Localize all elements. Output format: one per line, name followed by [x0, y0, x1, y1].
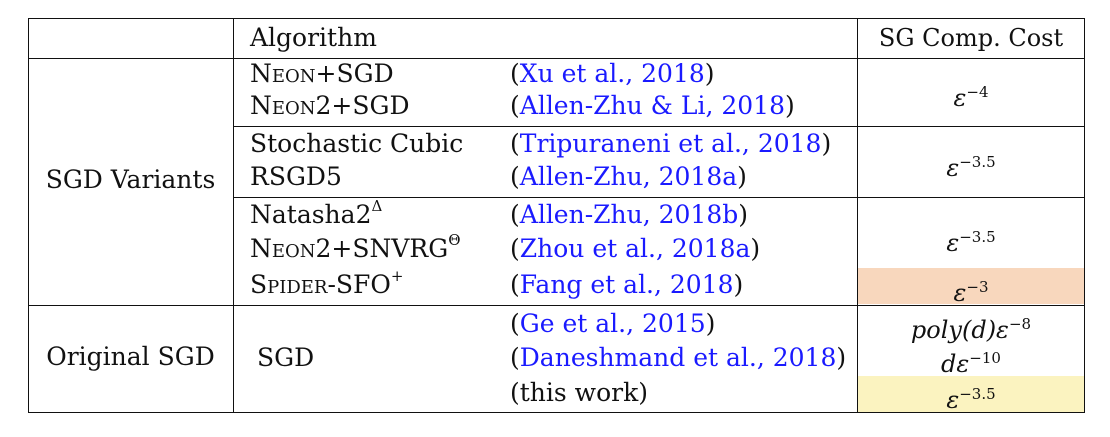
group-column-divider	[233, 18, 234, 413]
cost-column-divider	[857, 18, 858, 413]
citation-link[interactable]: Tripuraneni et al., 2018	[519, 129, 822, 158]
cost-ge: poly(d)ε−8	[910, 315, 1032, 344]
citation-link[interactable]: Daneshmand et al., 2018	[519, 343, 837, 372]
cost-this-work: ε−3.5	[946, 385, 996, 414]
highlight-this-work-cost	[857, 376, 1085, 412]
ref-fang: (Fang et al., 2018)	[510, 270, 744, 299]
cost-spider: ε−3	[953, 278, 989, 307]
citation-link[interactable]: Xu et al., 2018	[519, 59, 705, 88]
ref-allen-zhu-a: (Allen-Zhu, 2018a)	[510, 162, 747, 191]
ref-daneshmand: (Daneshmand et al., 2018)	[510, 343, 847, 372]
header-separator	[28, 58, 1085, 59]
alg-stochastic-cubic: Stochastic Cubic	[250, 129, 464, 158]
ref-allen-zhu-li: (Allen-Zhu & Li, 2018)	[510, 91, 795, 120]
alg-neon-sgd: Neon+SGD	[250, 59, 394, 88]
group-separator	[28, 305, 1085, 306]
alg-neon2-sgd: Neon2+SGD	[250, 91, 410, 120]
cost-daneshmand: dε−10	[941, 349, 1001, 378]
ref-xu: (Xu et al., 2018)	[510, 59, 715, 88]
group-sgd-variants: SGD Variants	[45, 165, 216, 194]
alg-spider-sfo: Spider-SFO+	[250, 267, 404, 299]
ref-ge: (Ge et al., 2015)	[510, 309, 716, 338]
highlight-spider-cost	[857, 268, 1085, 304]
cost-neon: ε−4	[953, 83, 989, 112]
cost-natasha: ε−3.5	[946, 228, 996, 257]
header-cost: SG Comp. Cost	[878, 24, 1064, 52]
table-bottom-border	[28, 412, 1085, 413]
table-top-border	[28, 18, 1085, 19]
alg-natasha2: Natasha2Δ	[250, 197, 383, 229]
alg-rsgd5: RSGD5	[250, 162, 342, 191]
comparison-table: Algorithm SG Comp. Cost SGD Variants Ori…	[28, 18, 1085, 414]
left-border	[28, 18, 29, 413]
alg-sgd: SGD	[257, 343, 315, 372]
citation-link[interactable]: Fang et al., 2018	[519, 270, 734, 299]
citation-link[interactable]: Ge et al., 2015	[519, 309, 706, 338]
citation-link[interactable]: Allen-Zhu, 2018b	[519, 200, 739, 229]
ref-tripuraneni: (Tripuraneni et al., 2018)	[510, 129, 832, 158]
alg-neon2-snvrg: Neon2+SNVRGΘ	[250, 231, 461, 263]
ref-zhou: (Zhou et al., 2018a)	[510, 234, 761, 263]
citation-link[interactable]: Zhou et al., 2018a	[519, 234, 751, 263]
row-separator-1	[233, 126, 1085, 127]
right-border	[1084, 18, 1085, 413]
group-original-sgd: Original SGD	[46, 342, 215, 371]
ref-this-work: (this work)	[510, 378, 648, 407]
row-separator-2	[233, 197, 1085, 198]
header-algorithm: Algorithm	[250, 23, 377, 52]
ref-allen-zhu-b: (Allen-Zhu, 2018b)	[510, 200, 749, 229]
citation-link[interactable]: Allen-Zhu, 2018a	[519, 162, 738, 191]
cost-cubic: ε−3.5	[946, 153, 996, 182]
citation-link[interactable]: Allen-Zhu & Li, 2018	[519, 91, 785, 120]
